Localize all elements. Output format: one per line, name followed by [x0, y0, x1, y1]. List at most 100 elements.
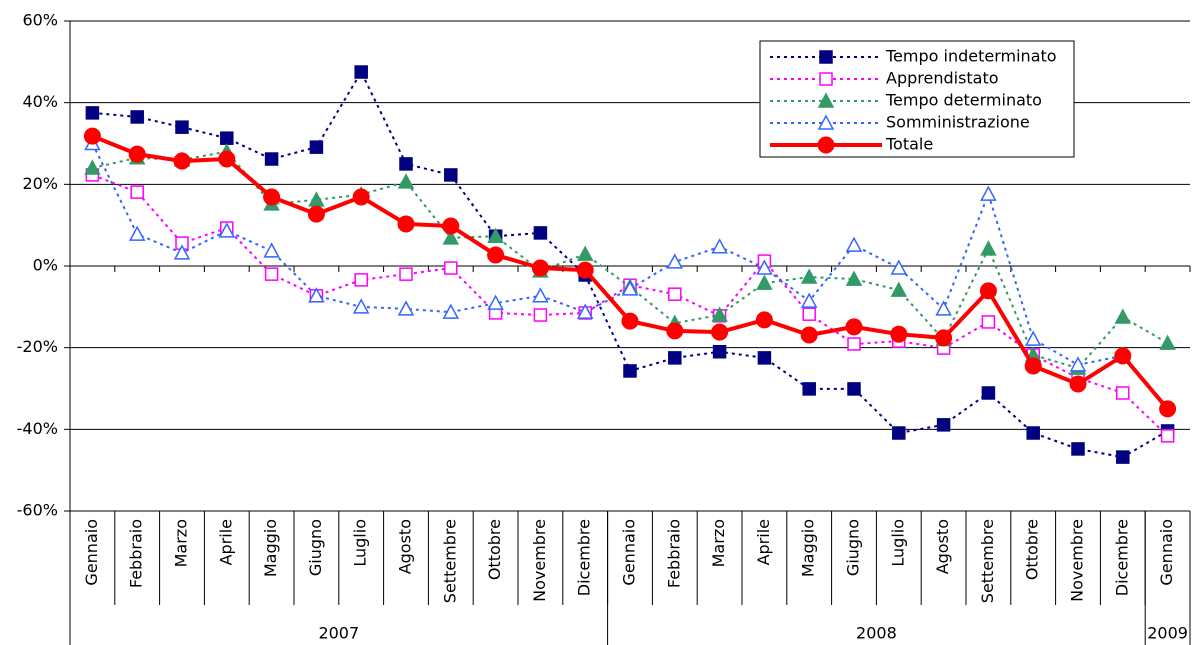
marker: [576, 303, 594, 319]
marker: [1159, 334, 1176, 350]
marker: [218, 150, 236, 168]
x-tick-label: Ottobre: [1023, 519, 1042, 580]
marker: [666, 322, 684, 340]
series-line: [92, 174, 1169, 437]
x-tick-label: Febbraio: [664, 519, 683, 588]
x-tick-label: Settembre: [978, 519, 997, 603]
marker: [980, 240, 997, 256]
marker: [487, 246, 505, 264]
marker: [1114, 308, 1132, 324]
year-label: 2009: [1147, 624, 1188, 643]
legend-marker: [817, 114, 835, 130]
marker: [756, 274, 773, 290]
x-tick-label: Gennaio: [620, 519, 639, 586]
x-tick-label: Settembre: [440, 519, 459, 603]
marker: [892, 426, 906, 440]
marker: [712, 345, 727, 359]
marker: [352, 188, 370, 206]
marker: [1069, 356, 1087, 372]
marker: [845, 270, 863, 286]
y-tick-label: 20%: [22, 174, 58, 193]
marker: [1116, 450, 1130, 464]
marker: [711, 323, 729, 341]
marker: [890, 259, 908, 275]
marker: [1160, 429, 1175, 443]
marker: [264, 152, 279, 166]
year-label: 2008: [856, 624, 897, 643]
marker: [307, 205, 325, 223]
y-tick-label: 60%: [22, 11, 58, 30]
marker: [847, 382, 861, 396]
marker: [397, 300, 415, 316]
y-tick-label: 0%: [33, 256, 58, 275]
marker: [802, 382, 816, 396]
marker: [173, 244, 191, 260]
marker: [756, 259, 773, 275]
marker: [800, 268, 818, 284]
y-tick-label: 40%: [22, 92, 58, 111]
legend-label: Tempo indeterminato: [885, 47, 1057, 66]
legend-marker: [819, 50, 833, 64]
legend-label: Apprendistato: [886, 69, 999, 88]
y-tick-label: -20%: [17, 337, 58, 356]
y-tick-label: -40%: [17, 419, 58, 438]
x-tick-label: Novembre: [530, 519, 549, 602]
marker: [399, 157, 413, 171]
marker: [1159, 400, 1177, 418]
legend-label: Totale: [885, 135, 933, 154]
marker: [263, 242, 280, 258]
marker: [1024, 330, 1042, 346]
legend-box: [759, 40, 1075, 158]
legend-label: Tempo determinato: [885, 91, 1042, 110]
marker: [845, 236, 863, 252]
marker: [531, 259, 549, 277]
x-tick-label: Febbraio: [127, 519, 146, 588]
marker: [399, 267, 413, 281]
marker: [847, 337, 861, 351]
marker: [845, 318, 863, 336]
marker: [444, 261, 458, 275]
marker: [533, 308, 548, 322]
marker: [128, 145, 146, 163]
marker: [981, 315, 996, 329]
x-tick-label: Gennaio: [82, 519, 101, 586]
marker: [979, 282, 997, 300]
marker: [800, 292, 818, 308]
marker: [83, 127, 101, 145]
marker: [757, 351, 772, 365]
marker: [576, 245, 594, 261]
marker: [980, 185, 997, 201]
marker: [936, 418, 951, 432]
marker: [1071, 442, 1085, 456]
marker: [487, 227, 504, 243]
marker: [220, 131, 234, 145]
x-tick-label: Gennaio: [1157, 519, 1176, 586]
legend-label: Somministrazione: [886, 113, 1030, 132]
marker: [666, 253, 684, 269]
marker: [802, 307, 816, 321]
marker: [935, 329, 953, 347]
x-tick-label: Maggio: [261, 519, 280, 577]
x-tick-label: Marzo: [172, 519, 191, 567]
x-tick-label: Dicembre: [1112, 519, 1131, 596]
marker: [175, 120, 189, 134]
marker: [711, 306, 728, 322]
marker: [576, 261, 594, 279]
x-tick-label: Luglio: [888, 519, 907, 567]
marker: [935, 300, 952, 316]
legend-marker: [817, 136, 835, 154]
marker: [1069, 375, 1087, 393]
marker: [1116, 386, 1130, 400]
marker: [264, 267, 279, 281]
marker: [218, 222, 236, 238]
marker: [308, 287, 325, 303]
x-tick-label: Giugno: [844, 519, 863, 576]
marker: [84, 159, 101, 175]
marker: [354, 273, 368, 287]
series-line: [91, 143, 1123, 366]
marker: [85, 106, 100, 120]
marker: [397, 215, 415, 233]
marker: [354, 65, 368, 79]
year-label: 2007: [318, 624, 359, 643]
